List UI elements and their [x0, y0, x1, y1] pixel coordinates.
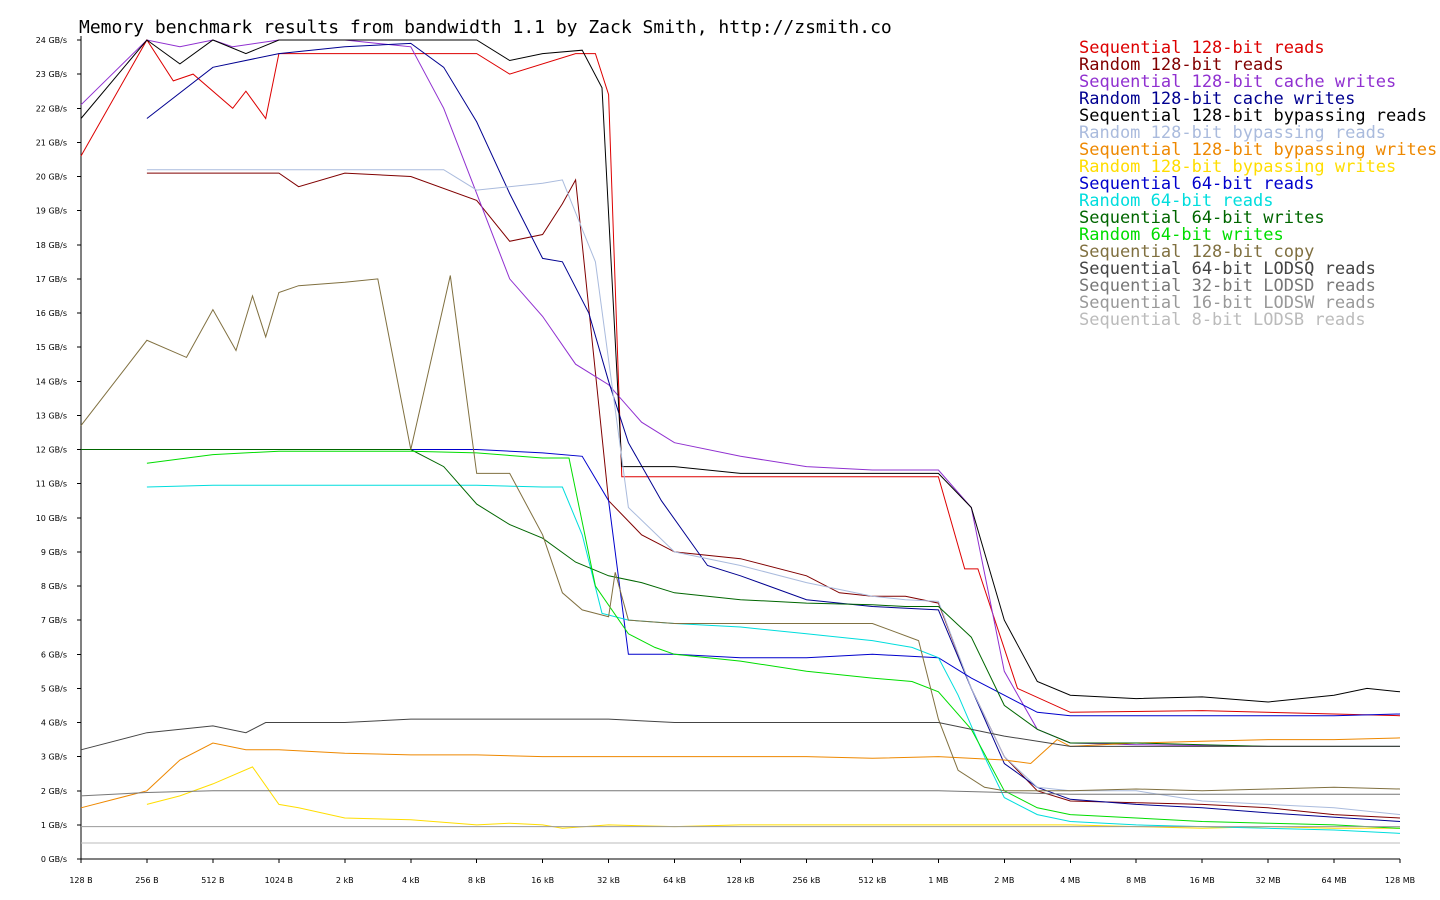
legend-entry: Sequential 64-bit reads — [1079, 174, 1314, 194]
legend-entry: Sequential 64-bit LODSQ reads — [1079, 259, 1376, 279]
legend-entry: Sequential 64-bit writes — [1079, 208, 1325, 228]
series-line-15 — [80, 790, 1400, 797]
x-tick-label: 128 kB — [727, 876, 755, 885]
y-tick-label: 15 GB/s — [36, 343, 67, 352]
x-tick-label: 64 MB — [1321, 876, 1346, 885]
y-tick-label: 19 GB/s — [36, 207, 67, 216]
series-line-12 — [146, 450, 1401, 829]
y-tick-label: 16 GB/s — [36, 309, 67, 318]
series-line-4 — [146, 42, 1401, 822]
y-tick-label: 17 GB/s — [36, 275, 67, 284]
series-line-14 — [80, 718, 1400, 751]
y-tick-label: 18 GB/s — [36, 241, 67, 250]
legend-entry: Sequential 32-bit LODSD reads — [1079, 276, 1376, 296]
series-line-10 — [146, 484, 1401, 834]
y-tick-label: 2 GB/s — [41, 787, 67, 796]
series-line-5 — [80, 39, 1401, 703]
x-tick-label: 2 kB — [336, 876, 354, 885]
legend-entry: Sequential 128-bit bypassing reads — [1079, 106, 1427, 126]
legend-entry: Sequential 128-bit bypassing writes — [1079, 140, 1437, 160]
x-tick-label: 8 MB — [1126, 876, 1146, 885]
series-line-8 — [146, 766, 1400, 829]
y-tick-label: 7 GB/s — [41, 616, 67, 625]
legend-entry: Random 128-bit cache writes — [1079, 89, 1355, 109]
x-tick-label: 4 kB — [402, 876, 420, 885]
y-tick-label: 5 GB/s — [41, 684, 67, 693]
y-tick-label: 10 GB/s — [36, 514, 67, 523]
legend-entry: Random 64-bit writes — [1079, 225, 1284, 245]
chart-title: Memory benchmark results from bandwidth … — [79, 17, 892, 38]
x-tick-label: 1 MB — [928, 876, 948, 885]
series-line-3 — [80, 39, 1400, 747]
legend-entry: Random 128-bit reads — [1079, 55, 1284, 75]
legend-entry: Random 64-bit reads — [1079, 191, 1273, 211]
x-tick-label: 8 kB — [468, 876, 486, 885]
y-tick-label: 23 GB/s — [36, 70, 67, 79]
y-tick-label: 1 GB/s — [41, 821, 67, 830]
legend-entry: Sequential 8-bit LODSB reads — [1079, 310, 1366, 330]
y-tick-label: 12 GB/s — [36, 446, 67, 455]
x-tick-label: 16 kB — [531, 876, 554, 885]
series-line-6 — [146, 169, 1401, 816]
y-tick-label: 14 GB/s — [36, 377, 67, 386]
x-tick-label: 512 kB — [858, 876, 886, 885]
x-tick-label: 256 B — [135, 876, 158, 885]
y-tick-label: 0 GB/s — [41, 855, 67, 864]
y-tick-label: 24 GB/s — [36, 36, 67, 45]
y-tick-label: 20 GB/s — [36, 173, 67, 182]
legend-entry: Sequential 128-bit cache writes — [1079, 72, 1396, 92]
y-tick-label: 4 GB/s — [41, 719, 67, 728]
series-layer — [80, 39, 1401, 844]
x-tick-label: 256 kB — [792, 876, 820, 885]
y-tick-label: 21 GB/s — [36, 138, 67, 147]
legend-entry: Sequential 16-bit LODSW reads — [1079, 293, 1376, 313]
x-tick-label: 512 B — [201, 876, 224, 885]
series-line-1 — [80, 39, 1401, 717]
x-tick-label: 32 kB — [597, 876, 620, 885]
series-line-13 — [80, 275, 1401, 792]
x-tick-label: 16 MB — [1190, 876, 1215, 885]
y-tick-label: 6 GB/s — [41, 650, 67, 659]
x-tick-label: 64 kB — [663, 876, 686, 885]
x-tick-label: 4 MB — [1060, 876, 1080, 885]
x-tick-label: 128 B — [69, 876, 92, 885]
series-line-11 — [81, 449, 1400, 747]
axes: 0 GB/s 1 GB/s 2 GB/s 3 GB/s 4 GB/s 5 GB/s 6 GB… — [36, 36, 1415, 885]
series-line-7 — [80, 737, 1401, 809]
legend-entry: Random 128-bit bypassing reads — [1079, 123, 1386, 143]
legend-entry: Sequential 128-bit reads — [1079, 38, 1325, 58]
legend-entry: Random 128-bit bypassing writes — [1079, 157, 1396, 177]
y-tick-label: 11 GB/s — [36, 480, 67, 489]
y-tick-label: 22 GB/s — [36, 104, 67, 113]
y-tick-label: 3 GB/s — [41, 753, 67, 762]
legend-entry: Sequential 128-bit copy — [1079, 242, 1314, 262]
x-tick-label: 32 MB — [1256, 876, 1281, 885]
y-tick-label: 8 GB/s — [41, 582, 67, 591]
y-tick-label: 13 GB/s — [36, 411, 67, 420]
x-tick-label: 128 MB — [1385, 876, 1415, 885]
x-tick-label: 2 MB — [994, 876, 1014, 885]
x-tick-label: 1024 B — [265, 876, 293, 885]
y-tick-label: 9 GB/s — [41, 548, 67, 557]
series-line-9 — [81, 449, 1401, 717]
